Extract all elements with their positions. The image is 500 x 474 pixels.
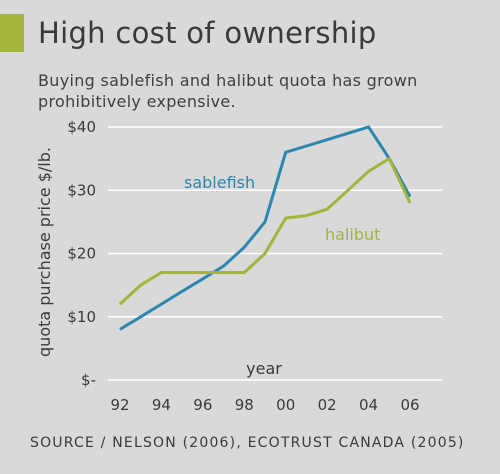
chart-title: High cost of ownership: [38, 16, 377, 50]
x-tick-label: 92: [110, 396, 129, 414]
x-tick-label: 06: [400, 396, 419, 414]
y-tick-labels: $- $10 $20 $30 $40: [67, 118, 96, 389]
y-tick-label: $20: [67, 245, 96, 263]
y-axis-label: quota purchase price $/lb.: [35, 147, 54, 357]
series-line-halibut: [118, 156, 412, 306]
x-tick-label: 94: [152, 396, 171, 414]
source-note: SOURCE / NELSON (2006), ECOTRUST CANADA …: [30, 435, 465, 451]
y-tick-label: $-: [81, 371, 96, 389]
accent-bar: [0, 14, 24, 52]
x-tick-label: 02: [318, 396, 337, 414]
series-label-sablefish: sablefish: [184, 173, 255, 192]
x-tick-label: 98: [235, 396, 254, 414]
series-line-sablefish: [119, 125, 412, 331]
chart-subtitle: Buying sablefish and halibut quota has g…: [38, 71, 418, 111]
x-tick-label: 00: [276, 396, 295, 414]
x-tick-labels: 92 94 96 98 00 02 04 06: [110, 396, 419, 414]
y-tick-label: $30: [67, 181, 96, 199]
x-tick-label: 04: [359, 396, 378, 414]
x-axis-label: year: [246, 359, 282, 378]
y-tick-label: $40: [67, 118, 96, 136]
series-label-halibut: halibut: [325, 225, 380, 244]
series-lines: [118, 125, 412, 331]
x-tick-label: 96: [193, 396, 212, 414]
y-tick-label: $10: [67, 308, 96, 326]
